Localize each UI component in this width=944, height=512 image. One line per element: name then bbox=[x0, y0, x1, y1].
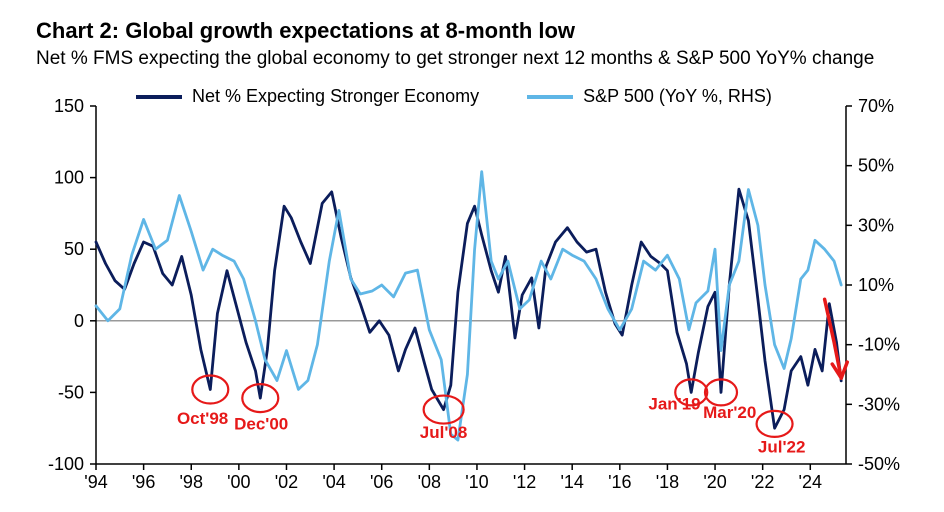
svg-text:70%: 70% bbox=[858, 96, 894, 116]
svg-text:-100: -100 bbox=[48, 454, 84, 474]
svg-text:'94: '94 bbox=[84, 472, 107, 492]
svg-text:'06: '06 bbox=[370, 472, 393, 492]
svg-text:'14: '14 bbox=[560, 472, 583, 492]
chart-area: -100 -50 0 50 100 150 -50% -30% -10% 10% 30% 50% 70%… bbox=[36, 76, 908, 496]
svg-text:'12: '12 bbox=[513, 472, 536, 492]
svg-text:'18: '18 bbox=[656, 472, 679, 492]
svg-text:'20: '20 bbox=[703, 472, 726, 492]
svg-text:-10%: -10% bbox=[858, 335, 900, 355]
svg-text:100: 100 bbox=[54, 168, 84, 188]
svg-text:0: 0 bbox=[74, 311, 84, 331]
svg-text:Dec'00: Dec'00 bbox=[234, 415, 288, 434]
svg-text:150: 150 bbox=[54, 96, 84, 116]
legend-swatch-1 bbox=[136, 95, 182, 99]
chart-svg: -100 -50 0 50 100 150 -50% -30% -10% 10% 30% 50% 70%… bbox=[36, 76, 908, 496]
svg-text:Jul'08: Jul'08 bbox=[420, 423, 468, 442]
legend: Net % Expecting Stronger Economy S&P 500… bbox=[136, 86, 772, 107]
legend-item-1: Net % Expecting Stronger Economy bbox=[136, 86, 479, 107]
svg-text:10%: 10% bbox=[858, 275, 894, 295]
svg-text:Jan'19: Jan'19 bbox=[648, 395, 700, 414]
svg-text:Mar'20: Mar'20 bbox=[703, 403, 756, 422]
svg-text:-30%: -30% bbox=[858, 394, 900, 414]
svg-text:'24: '24 bbox=[799, 472, 822, 492]
svg-text:'04: '04 bbox=[322, 472, 345, 492]
svg-text:50%: 50% bbox=[858, 156, 894, 176]
svg-text:'96: '96 bbox=[132, 472, 155, 492]
svg-text:-50: -50 bbox=[58, 382, 84, 402]
svg-text:'16: '16 bbox=[608, 472, 631, 492]
svg-text:Oct'98: Oct'98 bbox=[177, 409, 228, 428]
svg-text:'10: '10 bbox=[465, 472, 488, 492]
svg-text:Jul'22: Jul'22 bbox=[758, 438, 806, 457]
svg-text:'02: '02 bbox=[275, 472, 298, 492]
svg-text:50: 50 bbox=[64, 239, 84, 259]
svg-text:'22: '22 bbox=[751, 472, 774, 492]
legend-label-2: S&P 500 (YoY %, RHS) bbox=[583, 86, 772, 107]
svg-text:'00: '00 bbox=[227, 472, 250, 492]
legend-label-1: Net % Expecting Stronger Economy bbox=[192, 86, 479, 107]
chart-title: Chart 2: Global growth expectations at 8… bbox=[36, 18, 908, 44]
chart-subtitle: Net % FMS expecting the global economy t… bbox=[36, 48, 908, 70]
legend-item-2: S&P 500 (YoY %, RHS) bbox=[527, 86, 772, 107]
svg-text:'98: '98 bbox=[180, 472, 203, 492]
svg-text:-50%: -50% bbox=[858, 454, 900, 474]
svg-text:30%: 30% bbox=[858, 215, 894, 235]
svg-text:'08: '08 bbox=[418, 472, 441, 492]
legend-swatch-2 bbox=[527, 95, 573, 99]
